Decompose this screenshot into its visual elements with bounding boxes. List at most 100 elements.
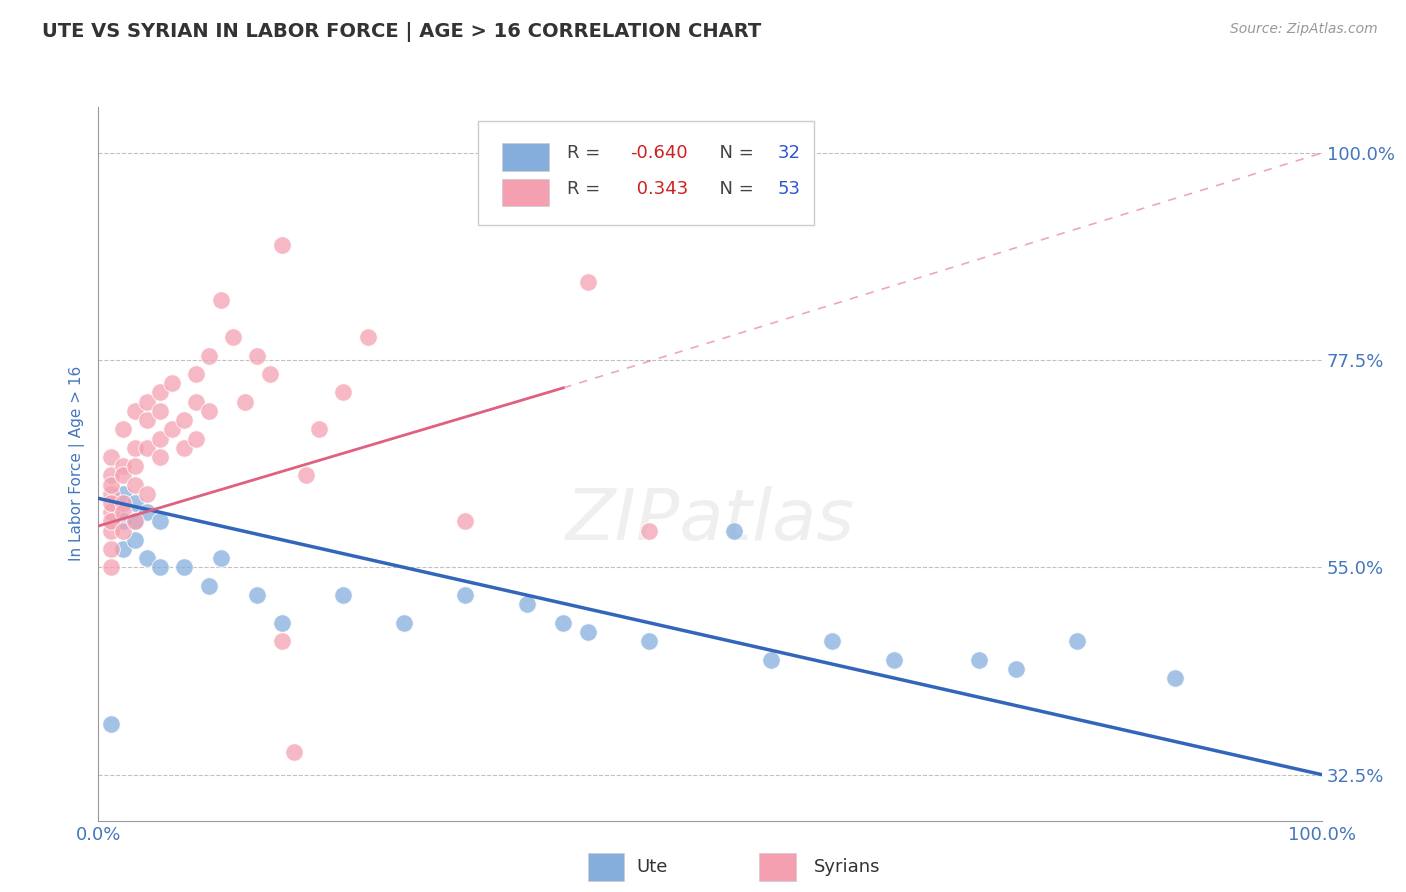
Point [270,634,294,648]
Point [124,515,146,529]
Point [638,524,661,538]
Text: UTE VS SYRIAN IN LABOR FORCE | AGE > 16 CORRELATION CHART: UTE VS SYRIAN IN LABOR FORCE | AGE > 16 … [42,22,762,42]
Point [1286,873,1309,888]
Text: Source: ZipAtlas.com: Source: ZipAtlas.com [1230,22,1378,37]
Text: 0.343: 0.343 [630,180,688,198]
Point [136,441,159,455]
Point [246,349,269,363]
Point [100,477,122,491]
Text: R =: R = [567,180,606,198]
Point [515,597,537,611]
Point [100,450,122,464]
Point [295,468,318,483]
Point [100,505,122,519]
Point [124,477,146,491]
Point [111,524,134,538]
Point [821,634,844,648]
Point [100,541,122,556]
Point [124,496,146,510]
Point [136,487,159,501]
Point [149,404,172,418]
Point [197,349,219,363]
Point [259,367,281,381]
Point [553,615,575,630]
Point [332,385,354,400]
Point [209,551,232,566]
Point [332,588,354,602]
Text: N =: N = [707,180,759,198]
Point [454,588,477,602]
Point [136,413,159,427]
Text: R =: R = [567,145,606,162]
Point [111,505,134,519]
Point [186,432,208,446]
Bar [502,144,548,170]
Text: Syrians: Syrians [814,858,880,876]
Point [454,515,477,529]
Point [270,615,294,630]
Bar [502,179,548,206]
Point [136,551,159,566]
Point [392,615,416,630]
Point [100,468,122,483]
Point [356,330,378,344]
Point [197,404,219,418]
Point [761,652,783,666]
Point [883,652,905,666]
Point [186,367,208,381]
Point [100,560,122,574]
Text: Ute: Ute [637,858,668,876]
Point [1066,634,1088,648]
Text: ZIPatlas: ZIPatlas [565,486,855,556]
Point [283,745,305,759]
Point [967,652,990,666]
Text: 32: 32 [778,145,800,162]
Point [173,560,195,574]
Point [136,505,159,519]
Point [576,275,599,289]
Point [160,376,183,391]
Point [100,515,122,529]
Point [111,422,134,436]
Point [149,450,172,464]
Point [111,487,134,501]
Point [124,459,146,474]
Y-axis label: In Labor Force | Age > 16: In Labor Force | Age > 16 [69,367,86,561]
Point [111,496,134,510]
Point [209,293,232,308]
Point [173,413,195,427]
Point [136,394,159,409]
Point [246,588,269,602]
Point [233,394,256,409]
Point [197,579,219,593]
Point [723,524,745,538]
Point [173,441,195,455]
Point [186,394,208,409]
Point [111,459,134,474]
Point [100,717,122,731]
FancyBboxPatch shape [478,121,814,225]
Point [100,487,122,501]
Point [100,496,122,510]
Point [100,524,122,538]
Text: N =: N = [707,145,759,162]
Bar [759,853,796,881]
Point [638,634,661,648]
Point [308,422,330,436]
Point [124,441,146,455]
Point [270,238,294,252]
Bar [588,853,624,881]
Point [222,330,245,344]
Point [576,624,599,639]
Point [124,533,146,547]
Point [149,515,172,529]
Text: 53: 53 [778,180,800,198]
Point [149,385,172,400]
Point [160,422,183,436]
Point [1164,671,1187,685]
Point [111,468,134,483]
Point [111,541,134,556]
Point [149,432,172,446]
Point [124,404,146,418]
Point [111,515,134,529]
